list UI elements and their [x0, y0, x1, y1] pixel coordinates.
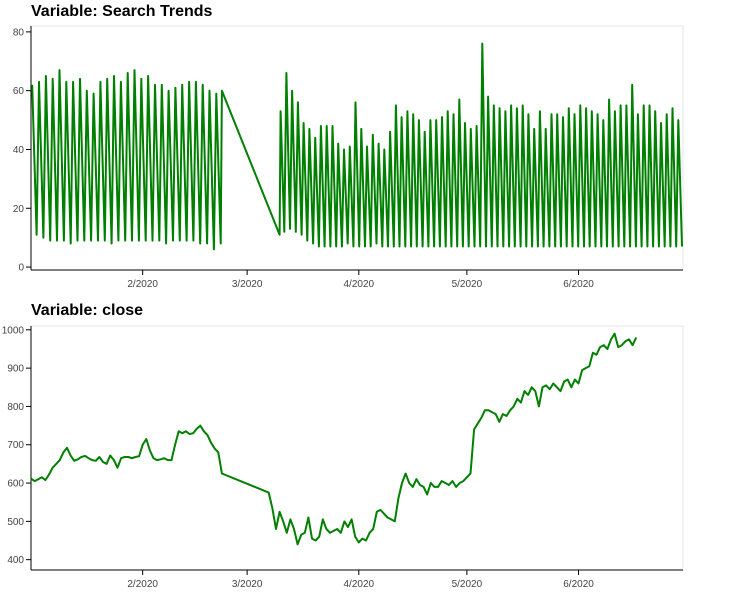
y-tick-label: 60 [13, 86, 25, 97]
y-tick-label: 400 [7, 555, 24, 566]
close-title: Variable: close [31, 302, 144, 319]
close-panel: Variable: close 400 500 600 700 800 900 1000 2/… [0, 296, 737, 606]
x-tick-label: 5/2020 [452, 279, 483, 290]
y-tick-label: 20 [13, 204, 25, 215]
y-tick-label: 0 [18, 263, 24, 274]
x-tick-label: 2/2020 [127, 579, 158, 590]
x-tick-label: 5/2020 [452, 579, 483, 590]
x-tick-label: 3/2020 [232, 579, 263, 590]
x-tick-label: 6/2020 [563, 579, 594, 590]
x-tick-label: 4/2020 [344, 579, 375, 590]
x-tick-label: 3/2020 [232, 279, 263, 290]
y-tick-label: 900 [7, 364, 24, 375]
x-tick-label: 6/2020 [563, 279, 594, 290]
x-tick-label: 4/2020 [344, 279, 375, 290]
close-line [30, 332, 638, 546]
y-tick-label: 40 [13, 145, 25, 156]
y-tick-label: 500 [7, 517, 24, 528]
plot-frame [30, 325, 684, 571]
y-tick-label: 700 [7, 440, 24, 451]
y-tick-label: 800 [7, 402, 24, 413]
y-tick-label: 600 [7, 479, 24, 490]
search-trends-chart: 0 20 40 60 80 2/2020 3/2020 4/2020 5/2020 6/2020 [13, 25, 684, 290]
y-tick-label: 1000 [2, 325, 25, 336]
x-tick-label: 2/2020 [127, 279, 158, 290]
search-trends-panel: Variable: Search Trends 0 20 40 60 80 2/2020 3… [0, 0, 737, 296]
y-tick-label: 80 [13, 27, 25, 38]
close-chart: 400 500 600 700 800 900 1000 2/2020 3/2020 4/2020… [2, 325, 684, 590]
search-trends-title: Variable: Search Trends [31, 3, 213, 20]
search-trends-line [31, 42, 683, 251]
